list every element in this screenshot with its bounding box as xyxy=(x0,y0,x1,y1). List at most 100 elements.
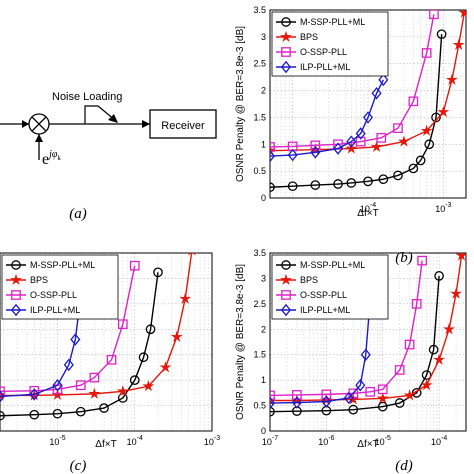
data-point xyxy=(415,155,426,166)
data-point xyxy=(452,38,465,50)
data-point xyxy=(377,384,388,395)
data-point xyxy=(145,324,156,335)
data-point xyxy=(431,112,441,123)
data-point xyxy=(450,287,463,299)
data-point xyxy=(321,395,332,408)
data-point xyxy=(310,180,321,190)
data-point xyxy=(429,10,439,20)
x-tick-label: 10-4 xyxy=(431,435,447,447)
data-point xyxy=(346,135,357,148)
data-point xyxy=(408,163,419,174)
data-point xyxy=(378,174,389,185)
x-tick-label: 10-4 xyxy=(360,202,376,214)
chart-panel-c: 10-5 10-4 10-3 Δf×T M-SSP-PLL+ML BPS O-SSP-PLL… xyxy=(0,252,220,450)
data-point xyxy=(362,111,374,124)
data-point xyxy=(408,96,419,107)
legend-label: ILP-PLL+ML xyxy=(300,62,350,72)
data-point xyxy=(348,404,359,415)
caption-c: (c) xyxy=(70,458,87,474)
data-point xyxy=(345,142,358,154)
chart-panel-b: 0 0.5 1 1.5 2 2.5 3 3.5 10-4 10-3 Δf×T OSNR Penalty… xyxy=(235,5,467,219)
legend-label: ILP-PLL+ML xyxy=(30,305,80,315)
noise-loading-label: Noise Loading xyxy=(52,91,122,103)
legend-label: ILP-PLL+ML xyxy=(300,305,350,315)
data-point xyxy=(0,410,5,421)
data-point xyxy=(52,408,63,419)
data-point xyxy=(398,135,410,147)
data-point xyxy=(159,361,172,373)
legend-marker xyxy=(281,17,291,27)
data-point xyxy=(117,319,128,330)
data-point xyxy=(458,10,466,18)
series-line xyxy=(270,14,435,148)
legend-marker xyxy=(280,60,292,74)
data-point xyxy=(332,142,344,155)
legend-marker xyxy=(280,273,292,286)
y-tick-label: 3 xyxy=(261,273,266,283)
data-point xyxy=(355,127,366,140)
y-tick-label: 0.5 xyxy=(253,166,266,176)
data-point xyxy=(394,398,405,408)
x-tick-label: 10-4 xyxy=(127,435,143,447)
receiver-box xyxy=(149,109,217,139)
y-tick-label: 2 xyxy=(261,86,266,96)
x-axis-label: Δf×T xyxy=(95,439,116,450)
legend-label: O-SSP-PLL xyxy=(300,47,347,57)
phase-symbol: ejφk xyxy=(42,149,61,168)
series-line xyxy=(270,34,443,188)
data-point xyxy=(424,139,435,150)
y-tick-label: 3 xyxy=(261,32,266,42)
data-point xyxy=(287,148,298,162)
noise-arrow-icon xyxy=(108,114,118,123)
data-point xyxy=(270,149,276,163)
data-point xyxy=(363,176,373,187)
data-point xyxy=(270,390,275,401)
y-tick-label: 3.5 xyxy=(253,5,266,15)
y-tick-label: 2.5 xyxy=(253,59,266,69)
data-point xyxy=(321,389,332,400)
data-point xyxy=(116,385,129,397)
data-point xyxy=(355,378,366,392)
legend-label: BPS xyxy=(30,275,48,285)
x-tick-label: 10-6 xyxy=(318,435,334,447)
data-point xyxy=(106,354,117,365)
phase-arrow-icon xyxy=(35,134,43,142)
legend-label: BPS xyxy=(300,275,318,285)
legend-marker xyxy=(11,260,21,270)
data-point xyxy=(0,390,6,403)
legend-marker xyxy=(10,303,22,317)
legend-label: M-SSP-PLL+ML xyxy=(30,260,95,270)
series-line xyxy=(270,79,385,157)
data-point xyxy=(29,409,40,420)
series-line xyxy=(0,272,159,417)
x-tick-label: 10-3 xyxy=(204,435,220,447)
axes-frame xyxy=(269,252,467,432)
data-point xyxy=(404,339,415,350)
data-point xyxy=(170,330,183,342)
data-point xyxy=(436,29,447,40)
mixer-cross-line-2 xyxy=(31,116,47,132)
x-tick-label: 10-5 xyxy=(49,435,65,447)
data-point xyxy=(153,267,163,278)
y-tick-label: 1 xyxy=(261,139,266,149)
data-point xyxy=(420,124,433,136)
data-point xyxy=(428,344,439,355)
legend-label: BPS xyxy=(300,32,318,42)
y-tick-label: 2 xyxy=(261,324,266,334)
data-point xyxy=(355,136,366,147)
data-point xyxy=(117,393,128,403)
data-point xyxy=(75,380,86,391)
series-line xyxy=(270,260,423,397)
axes-frame xyxy=(0,252,213,432)
legend-label: O-SSP-PLL xyxy=(300,290,347,300)
x-tick-label: 10-3 xyxy=(435,202,451,214)
receiver-label: Receiver xyxy=(161,120,205,132)
y-tick-label: 0.5 xyxy=(253,401,266,411)
legend-label: O-SSP-PLL xyxy=(30,290,77,300)
x-axis-label: Δf×T xyxy=(357,439,378,450)
data-point xyxy=(371,87,382,100)
data-point xyxy=(292,390,302,400)
caption-a: (a) xyxy=(69,206,87,222)
y-tick-label: 1.5 xyxy=(253,350,266,360)
data-point xyxy=(270,406,275,417)
